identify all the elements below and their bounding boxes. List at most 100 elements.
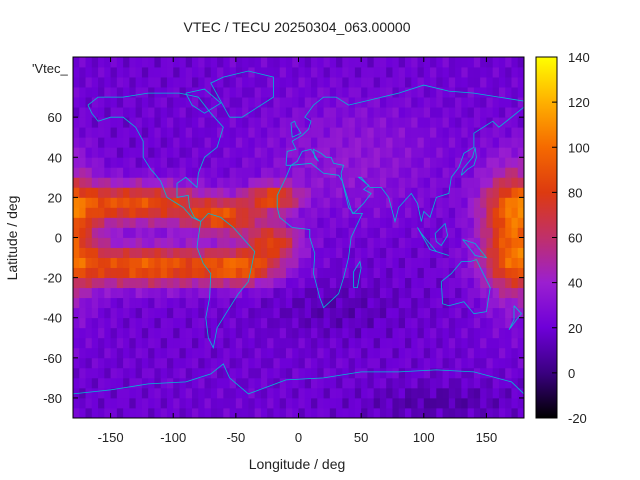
heatmap-cell <box>311 57 318 68</box>
heatmap-cell <box>461 267 469 279</box>
heatmap-cell <box>311 87 318 98</box>
heatmap-cell <box>329 87 337 98</box>
heatmap-cell <box>448 367 456 379</box>
heatmap-cell <box>179 367 187 379</box>
heatmap-cell <box>404 167 412 178</box>
heatmap-cell <box>442 107 450 118</box>
heatmap-cell <box>398 377 406 389</box>
heatmap-cell <box>336 167 343 178</box>
heatmap-cell <box>160 407 168 419</box>
heatmap-cell <box>254 97 262 108</box>
heatmap-cell <box>386 267 393 279</box>
heatmap-cell <box>260 207 268 218</box>
heatmap-cell <box>430 227 437 238</box>
heatmap-cell <box>348 237 356 248</box>
heatmap-cell <box>467 87 475 98</box>
heatmap-cell <box>505 237 512 248</box>
heatmap-cell <box>242 407 249 419</box>
heatmap-cell <box>404 407 412 419</box>
colorbar-tick-label: 80 <box>568 185 582 200</box>
heatmap-cell <box>210 197 218 208</box>
heatmap-cell <box>217 227 224 238</box>
heatmap-cell <box>379 397 387 409</box>
heatmap-cell <box>492 377 500 389</box>
heatmap-cell <box>329 337 337 349</box>
heatmap-cell <box>292 87 299 98</box>
heatmap-cell <box>85 177 93 188</box>
heatmap-cell <box>235 347 243 359</box>
heatmap-cell <box>517 127 525 138</box>
heatmap-cell <box>348 167 356 178</box>
heatmap-cell <box>235 317 243 329</box>
heatmap-cell <box>361 287 368 299</box>
heatmap-cell <box>455 227 462 238</box>
heatmap-cell <box>129 127 137 138</box>
heatmap-cell <box>217 377 224 389</box>
heatmap-cell <box>486 277 494 289</box>
heatmap-cell <box>260 317 268 329</box>
heatmap-cell <box>505 317 512 329</box>
heatmap-cell <box>204 97 212 108</box>
heatmap-cell <box>204 307 212 319</box>
heatmap-cell <box>461 407 469 419</box>
heatmap-cell <box>386 227 393 238</box>
heatmap-cell <box>361 147 368 158</box>
heatmap-cell <box>411 277 418 289</box>
heatmap-cell <box>511 297 519 309</box>
heatmap-cell <box>423 347 431 359</box>
heatmap-cell <box>511 197 519 208</box>
heatmap-cell <box>110 397 118 409</box>
heatmap-cell <box>373 337 381 349</box>
heatmap-cell <box>98 167 105 178</box>
heatmap-cell <box>242 307 249 319</box>
heatmap-cell <box>160 257 168 268</box>
heatmap-cell <box>73 397 80 409</box>
heatmap-cell <box>110 167 118 178</box>
heatmap-cell <box>185 127 193 138</box>
heatmap-cell <box>392 347 400 359</box>
heatmap-cell <box>311 277 318 289</box>
heatmap-cell <box>511 337 519 349</box>
heatmap-cell <box>311 197 318 208</box>
heatmap-cell <box>386 187 393 198</box>
heatmap-cell <box>192 337 199 349</box>
heatmap-cell <box>517 217 525 228</box>
heatmap-cell <box>448 377 456 389</box>
heatmap-cell <box>480 277 487 289</box>
heatmap-cell <box>292 387 299 399</box>
heatmap-cell <box>210 297 218 309</box>
heatmap-cell <box>110 307 118 319</box>
heatmap-cell <box>486 347 494 359</box>
heatmap-cell <box>329 207 337 218</box>
heatmap-cell <box>404 267 412 279</box>
coastline-antarctica <box>72 363 525 395</box>
heatmap-cell <box>98 357 105 369</box>
heatmap-cell <box>367 407 375 419</box>
heatmap-cell <box>323 327 331 339</box>
coastline-new-zealand <box>508 305 523 331</box>
y-axis-label: Latitude / deg <box>4 196 20 281</box>
heatmap-cell <box>198 177 205 188</box>
heatmap-cell <box>311 227 318 238</box>
heatmap-cell <box>336 207 343 218</box>
heatmap-cell <box>486 237 494 248</box>
heatmap-cell <box>98 97 105 108</box>
heatmap-cell <box>392 387 400 399</box>
heatmap-cell <box>166 407 174 419</box>
heatmap-cell <box>267 167 274 178</box>
heatmap-cell <box>173 77 180 88</box>
heatmap-cell <box>486 377 494 389</box>
heatmap-cell <box>235 177 243 188</box>
heatmap-cell <box>436 97 443 108</box>
heatmap-cell <box>154 187 162 198</box>
heatmap-cell <box>135 347 143 359</box>
heatmap-cell <box>198 107 205 118</box>
heatmap-cell <box>98 117 105 128</box>
heatmap-cell <box>423 217 431 228</box>
heatmap-cell <box>461 137 469 148</box>
heatmap-cell <box>292 357 299 369</box>
heatmap-cell <box>223 197 230 208</box>
heatmap-cell <box>517 107 525 118</box>
heatmap-cell <box>386 277 393 289</box>
heatmap-cell <box>110 147 118 158</box>
